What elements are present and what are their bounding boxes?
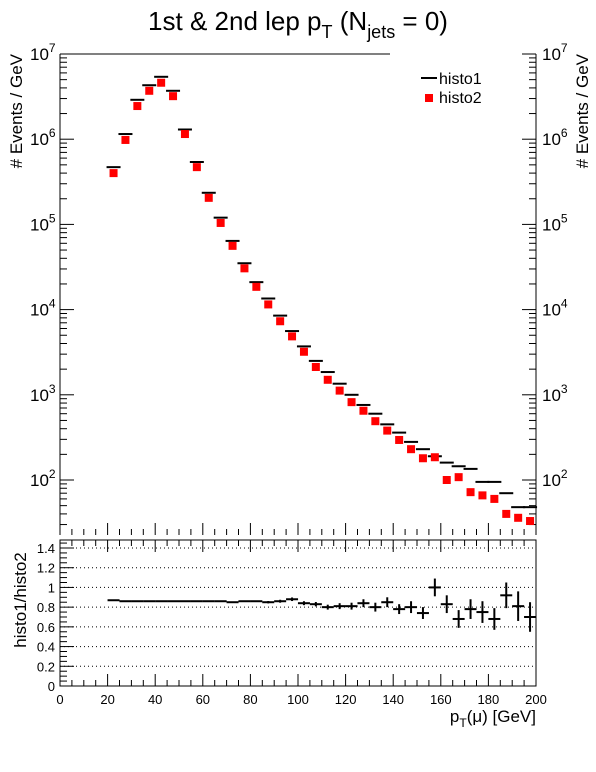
histo2-point — [169, 92, 178, 101]
ratio-ytick-label: 1 — [48, 580, 55, 595]
histo2-point — [454, 473, 463, 482]
histo2-point — [502, 509, 511, 518]
top-ytick-label-left: 107 — [30, 41, 56, 64]
top-ytick-label-right: 103 — [542, 382, 568, 405]
ratio-x-ticks: 0 20 40 60 80 100 120 140 160 180 200 — [56, 540, 547, 707]
ratio-x-axis-label: pT(μ) [GeV] — [450, 707, 536, 730]
histo2-point — [157, 78, 166, 87]
histo2-point — [276, 317, 285, 326]
histo2-point — [371, 417, 380, 426]
ratio-ytick-label: 1.2 — [37, 561, 55, 576]
histo2-point — [228, 241, 237, 250]
histo2-point — [252, 282, 261, 291]
ratio-xtick-label: 80 — [243, 692, 257, 707]
top-data-marks — [106, 75, 538, 526]
ratio-xtick-label: 60 — [196, 692, 210, 707]
histo2-point — [335, 386, 344, 395]
histo2-point — [240, 264, 249, 273]
histo2-point — [490, 494, 499, 503]
ratio-xtick-label: 180 — [478, 692, 500, 707]
top-ytick-label-right: 106 — [542, 126, 568, 149]
ratio-ytick-label: 1.4 — [37, 541, 55, 556]
histo2-point — [395, 435, 404, 444]
bottom-panel-frame — [59, 539, 537, 687]
ratio-data-marks — [107, 578, 537, 632]
chart-title: 1st & 2nd lep pT (Njets = 0) — [148, 6, 448, 42]
ratio-ytick-label: 0.2 — [37, 659, 55, 674]
top-y-axis-label-right: # Events / GeV — [573, 53, 592, 168]
histo2-point — [383, 426, 392, 435]
histo2-point — [288, 332, 297, 341]
ratio-grid — [60, 547, 536, 667]
histo2-point — [407, 445, 416, 454]
title-subscript-jets: jets — [366, 22, 395, 42]
legend-marker-histo2 — [425, 94, 433, 102]
top-ytick-label-left: 104 — [30, 297, 56, 320]
ratio-xtick-label: 160 — [430, 692, 452, 707]
ratio-xtick-label: 120 — [335, 692, 357, 707]
ratio-ytick-label: 0.6 — [37, 620, 55, 635]
legend-label-histo2: histo2 — [439, 90, 482, 107]
histo2-point — [216, 218, 225, 227]
ratio-ytick-label: 0.4 — [37, 640, 55, 655]
title-subscript-t: T — [322, 22, 333, 42]
top-panel: 102 102 103 103 104 104 105 105 106 106 107 107 # E… — [7, 41, 592, 535]
histo2-point — [478, 491, 487, 500]
histo2-point — [430, 453, 439, 462]
ratio-xtick-label: 200 — [525, 692, 547, 707]
bottom-panel: 0 0.2 0.4 0.6 0.8 1 1.2 1.4 0 20 40 60 80 100 120 140 1… — [11, 539, 547, 730]
ratio-xtick-label: 20 — [100, 692, 114, 707]
top-ytick-label-right: 104 — [542, 297, 568, 320]
histo2-point — [526, 517, 535, 526]
top-y-axis-label-left: # Events / GeV — [7, 53, 26, 168]
top-ytick-label-right: 107 — [542, 41, 568, 64]
histo2-point — [418, 454, 427, 463]
histo2-point — [133, 102, 142, 111]
ratio-xtick-label: 0 — [56, 692, 63, 707]
top-x-ticks — [59, 523, 537, 535]
ratio-y-axis-label: histo1/histo2 — [11, 552, 30, 647]
histo2-point — [204, 193, 213, 202]
histo2-point — [192, 163, 201, 172]
ratio-ytick-label: 0 — [48, 679, 55, 694]
histo2-point — [359, 406, 368, 415]
histo2-point — [264, 300, 273, 309]
legend: histo1 histo2 — [421, 71, 482, 107]
top-y-ticks: 102 102 103 103 104 104 105 105 106 106 107 107 — [30, 41, 568, 526]
histo2-point — [180, 130, 189, 139]
histo2-point — [311, 362, 320, 371]
histo2-point — [466, 488, 475, 497]
histo2-point — [145, 86, 154, 95]
histo2-point — [347, 398, 356, 407]
histo2-point — [299, 347, 308, 356]
ratio-xtick-label: 40 — [148, 692, 162, 707]
ratio-y-ticks: 0 0.2 0.4 0.6 0.8 1 1.2 1.4 — [37, 541, 74, 694]
histo2-point — [514, 513, 523, 522]
top-ytick-label-left: 102 — [30, 467, 56, 490]
top-ytick-label-right: 105 — [542, 211, 568, 234]
legend-label-histo1: histo1 — [439, 71, 482, 88]
top-ytick-label-left: 105 — [30, 211, 56, 234]
top-ytick-label-left: 106 — [30, 126, 56, 149]
ratio-xtick-label: 100 — [287, 692, 309, 707]
ratio-ytick-label: 0.8 — [37, 600, 55, 615]
histo2-point — [323, 375, 332, 384]
histo2-point — [121, 135, 130, 144]
histo2-point — [442, 476, 451, 484]
histo2-point — [109, 169, 118, 178]
top-ytick-label-right: 102 — [542, 467, 568, 490]
top-ytick-label-left: 103 — [30, 382, 56, 405]
ratio-xtick-label: 140 — [382, 692, 404, 707]
